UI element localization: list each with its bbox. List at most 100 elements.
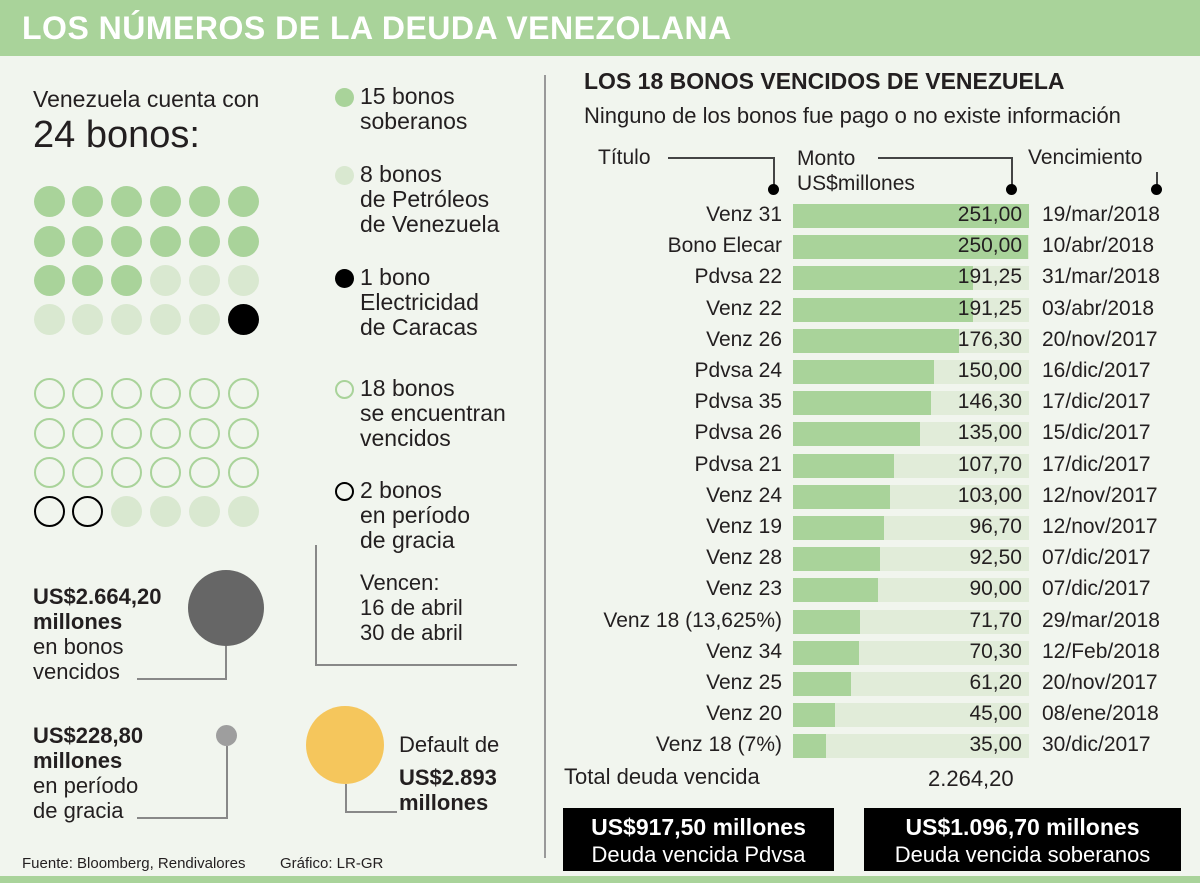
summary-pdvsa-box: US$917,50 millones Deuda vencida Pdvsa <box>563 808 834 871</box>
soberano-bond-dot <box>150 226 181 257</box>
legend-vencidos: 18 bonos se encuentran vencidos <box>360 376 506 451</box>
bond-name-label: Venz 28 <box>706 546 782 569</box>
legend-soberanos-desc: soberanos <box>360 108 468 134</box>
vencidos-amount: US$2.664,20 <box>33 584 162 609</box>
bond-maturity-date: 29/mar/2018 <box>1042 609 1160 632</box>
soberano-bond-dot <box>150 186 181 217</box>
bond-amount-label: 61,20 <box>969 671 1022 694</box>
gracia-bubble <box>216 725 237 746</box>
legend-gracia-count: 2 bonos <box>360 477 442 503</box>
bond-amount-bar <box>793 454 894 478</box>
titulo-leader-v <box>773 157 775 187</box>
legend-pdvsa-count: 8 bonos <box>360 161 442 187</box>
pdvsa-bond-dot <box>150 265 181 296</box>
pdvsa-bond-dot <box>150 304 181 335</box>
soberano-bond-dot <box>189 186 220 217</box>
monto-leader-h <box>878 157 1012 159</box>
bond-maturity-date: 15/dic/2017 <box>1042 421 1151 444</box>
legend-pdvsa-desc2: de Venezuela <box>360 211 500 237</box>
legend-elecar: 1 bono Electricidad de Caracas <box>360 265 479 340</box>
bond-amount-label: 71,70 <box>969 609 1022 632</box>
vencido-bond-dot <box>189 418 220 449</box>
bond-name-label: Pdvsa 22 <box>694 265 782 288</box>
bond-amount-label: 191,25 <box>957 265 1022 288</box>
vencidos-desc2: vencidos <box>33 659 120 684</box>
bond-name-label: Venz 18 (13,625%) <box>603 609 782 632</box>
default-bubble-label: Default de US$2.893 millones <box>399 732 499 815</box>
bond-name-label: Venz 26 <box>706 328 782 351</box>
legend-pdvsa-desc1: de Petróleos <box>360 186 490 212</box>
bond-amount-bar <box>793 516 884 540</box>
active-bond-dot <box>111 496 142 527</box>
bond-name-label: Venz 34 <box>706 640 782 663</box>
bond-maturity-date: 03/abr/2018 <box>1042 297 1155 320</box>
bond-amount-label: 250,00 <box>957 234 1022 257</box>
bond-name-label: Venz 23 <box>706 577 782 600</box>
bond-maturity-date: 31/mar/2018 <box>1042 265 1160 288</box>
table-title: LOS 18 BONOS VENCIDOS DE VENEZUELA <box>584 68 1065 94</box>
elecar-legend-icon <box>335 269 354 288</box>
bond-maturity-date: 30/dic/2017 <box>1042 733 1151 756</box>
vencido-bond-dot <box>34 418 65 449</box>
bottom-band <box>0 876 1200 883</box>
legend-soberanos-count: 15 bonos <box>360 83 455 109</box>
default-desc: Default de <box>399 732 500 757</box>
vencido-bond-dot <box>189 457 220 488</box>
vencimiento-leader-v <box>1156 172 1158 186</box>
bond-maturity-date: 10/abr/2018 <box>1042 234 1155 257</box>
section-divider <box>544 75 546 858</box>
vencen-label: Vencen: <box>360 570 440 595</box>
bond-maturity-date: 12/nov/2017 <box>1042 515 1158 538</box>
soberano-bond-dot <box>34 226 65 257</box>
gracia-unit: millones <box>33 748 123 773</box>
legend-gracia-desc1: en período <box>360 502 470 528</box>
bond-name-label: Venz 25 <box>706 671 782 694</box>
table-subtitle: Ninguno de los bonos fue pago o no exist… <box>584 103 1121 128</box>
intro-text: Venezuela cuenta con <box>33 86 260 112</box>
soberano-bond-dot <box>228 186 259 217</box>
pdvsa-bond-dot <box>72 304 103 335</box>
soberano-bond-dot <box>72 265 103 296</box>
graphic-credit: Gráfico: LR-GR <box>280 855 384 872</box>
bond-maturity-date: 17/dic/2017 <box>1042 453 1151 476</box>
vencido-bond-dot <box>34 378 65 409</box>
bond-amount-bar <box>793 703 835 727</box>
vencidos-bubble-leader-v <box>225 646 227 679</box>
legend-elecar-desc1: Electricidad <box>360 289 479 315</box>
bond-amount-label: 135,00 <box>957 421 1022 444</box>
bond-maturity-date: 17/dic/2017 <box>1042 390 1151 413</box>
bond-amount-label: 107,70 <box>957 453 1022 476</box>
legend-elecar-count: 1 bono <box>360 264 431 290</box>
bond-amount-label: 96,70 <box>969 515 1022 538</box>
gracia-bond-dot <box>72 496 103 527</box>
summary-pdvsa-label: Deuda vencida Pdvsa <box>591 842 806 867</box>
legend-gracia: 2 bonos en período de gracia <box>360 478 470 553</box>
gracia-bubble-label: US$228,80 millones en período de gracia <box>33 723 143 823</box>
default-unit: millones <box>399 790 489 815</box>
bond-maturity-date: 12/nov/2017 <box>1042 484 1158 507</box>
legend-soberanos: 15 bonos soberanos <box>360 84 467 134</box>
vencidos-bubble <box>188 570 264 646</box>
gracia-legend-icon <box>335 482 354 501</box>
bond-amount-bar <box>793 391 931 415</box>
bond-name-label: Venz 19 <box>706 515 782 538</box>
vencido-bond-dot <box>228 418 259 449</box>
vencido-bond-dot <box>189 378 220 409</box>
vencido-bond-dot <box>150 457 181 488</box>
bond-amount-bar <box>793 641 859 665</box>
vencidos-bubble-leader-h <box>137 678 227 680</box>
bond-amount-bar <box>793 734 826 758</box>
bond-name-label: Pdvsa 21 <box>694 453 782 476</box>
vencido-bond-dot <box>150 378 181 409</box>
soberano-bond-dot <box>111 226 142 257</box>
bond-maturity-date: 20/nov/2017 <box>1042 328 1158 351</box>
vencidos-desc1: en bonos <box>33 634 124 659</box>
bond-name-label: Venz 31 <box>706 203 782 226</box>
default-bubble-leader-h <box>345 811 397 813</box>
summary-soberanos-box: US$1.096,70 millones Deuda vencida sober… <box>864 808 1181 871</box>
soberano-bond-dot <box>72 226 103 257</box>
vencido-bond-dot <box>72 418 103 449</box>
pdvsa-bond-dot <box>189 265 220 296</box>
page-title: LOS NÚMEROS DE LA DEUDA VENEZOLANA <box>22 10 732 46</box>
bond-amount-bar <box>793 672 851 696</box>
